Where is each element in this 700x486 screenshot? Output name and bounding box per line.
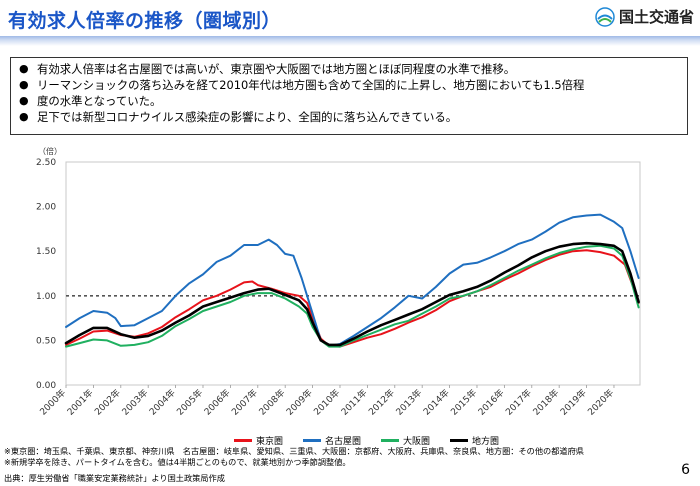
page-number: 6 <box>681 462 690 478</box>
y-tick-label: 0.50 <box>36 336 56 346</box>
legend-swatch <box>450 439 469 442</box>
legend-swatch <box>303 439 322 442</box>
plot-area <box>65 161 641 386</box>
summary-box: 有効求人倍率は名古屋圏では高いが、東京圏や大阪圏では地方圏とほぼ同程度の水準で推… <box>10 57 688 135</box>
title-divider <box>0 36 700 46</box>
summary-bullet: リーマンショックの落ち込みを経て2010年代は地方圏も含めて全国的に上昇し、地方… <box>19 77 679 93</box>
legend-label: 名古屋圏 <box>325 437 362 447</box>
legend-swatch <box>234 439 252 442</box>
x-tick-label: 2000年 <box>37 387 68 418</box>
legend-label: 大阪圏 <box>403 437 431 447</box>
ministry-name: 国土交通省 <box>618 8 694 26</box>
x-tick-label: 2019年 <box>558 387 589 418</box>
legend-swatch <box>381 439 400 442</box>
x-tick-label: 2004年 <box>147 387 178 418</box>
series-line-nagoya <box>65 213 640 347</box>
ministry-logo: 国土交通省 <box>595 6 694 27</box>
series-line-regional <box>64 241 640 347</box>
x-tick-label: 2009年 <box>284 387 315 418</box>
ministry-emblem-icon <box>595 6 615 27</box>
note-line: ※東京圏：埼玉県、千葉県、東京都、神奈川県 名古屋圏：岐阜県、愛知県、三重県、大… <box>4 446 584 456</box>
y-tick-label: 1.00 <box>36 292 56 302</box>
x-tick-label: 2015年 <box>448 387 479 418</box>
legend-label: 東京圏 <box>256 437 284 447</box>
y-axis-unit: （倍） <box>38 146 62 156</box>
y-tick-label: 2.00 <box>36 203 56 213</box>
x-tick-label: 2018年 <box>530 387 561 418</box>
x-tick-label: 2014年 <box>421 387 452 418</box>
chart-notes: ※東京圏：埼玉県、千葉県、東京都、神奈川県 名古屋圏：岐阜県、愛知県、三重県、大… <box>4 446 584 468</box>
x-tick-label: 2002年 <box>92 387 123 418</box>
y-tick-label: 2.50 <box>36 158 56 168</box>
x-tick-label: 2017年 <box>503 387 534 418</box>
x-tick-label: 2007年 <box>229 387 260 418</box>
x-tick-label: 2003年 <box>119 387 150 418</box>
x-tick-label: 2013年 <box>393 387 424 418</box>
ratio-line-chart: 0.000.501.001.502.002.50（倍）2000年2001年200… <box>36 146 641 418</box>
x-tick-label: 2011年 <box>338 387 369 418</box>
series-line-osaka <box>65 244 640 348</box>
x-tick-label: 2006年 <box>201 387 232 418</box>
y-tick-label: 1.50 <box>36 247 56 257</box>
note-line: ※新規学卒を除き、パートタイムを含む。値は4半期ごとのもので、就業地別かつ季節調… <box>4 457 351 467</box>
x-tick-label: 2001年 <box>64 387 95 418</box>
page-title: 有効求人倍率の推移（圏域別） <box>8 10 282 32</box>
summary-bullet: 有効求人倍率は名古屋圏では高いが、東京圏や大阪圏では地方圏とほぼ同程度の水準で推… <box>19 61 679 77</box>
series-line-tokyo <box>65 249 640 348</box>
legend-item-osaka: 大阪圏 <box>381 434 430 447</box>
summary-bullet: 足下では新型コロナウイルス感染症の影響により、全国的に落ち込んできている。 <box>19 109 679 125</box>
x-tick-label: 2012年 <box>366 387 397 418</box>
x-tick-label: 2008年 <box>256 387 287 418</box>
legend-item-tokyo: 東京圏 <box>234 434 283 447</box>
x-tick-label: 2005年 <box>174 387 205 418</box>
x-tick-label: 2016年 <box>475 387 506 418</box>
legend-item-regional: 地方圏 <box>450 434 499 447</box>
legend-item-nagoya: 名古屋圏 <box>303 434 361 447</box>
summary-bullet-continuation: 度の水準となっていた。 <box>19 93 679 109</box>
source-note: 出典：厚生労働省「職業安定業務統計」より国土政策局作成 <box>4 473 225 483</box>
x-tick-label: 2020年 <box>585 387 616 418</box>
legend-label: 地方圏 <box>472 437 500 447</box>
chart-legend: 東京圏 名古屋圏 大阪圏 地方圏 <box>234 434 499 447</box>
x-tick-label: 2010年 <box>311 387 342 418</box>
y-tick-label: 0.00 <box>36 381 56 391</box>
